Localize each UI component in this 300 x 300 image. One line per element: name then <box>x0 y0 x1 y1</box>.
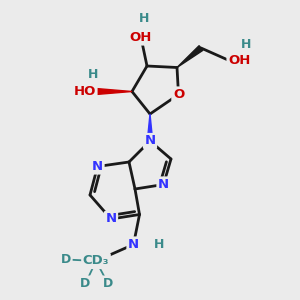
Text: OH: OH <box>130 31 152 44</box>
Polygon shape <box>147 114 153 141</box>
Text: H: H <box>241 38 251 52</box>
Polygon shape <box>177 46 203 68</box>
Text: OH: OH <box>228 53 250 67</box>
Text: N: N <box>144 134 156 148</box>
Text: CD₃: CD₃ <box>83 254 109 268</box>
Text: N: N <box>92 160 103 173</box>
Polygon shape <box>96 88 132 94</box>
Text: O: O <box>173 88 184 101</box>
Text: D: D <box>103 277 113 290</box>
Text: H: H <box>88 68 98 81</box>
Text: H: H <box>154 238 164 251</box>
Text: N: N <box>128 238 139 251</box>
Text: D: D <box>61 253 71 266</box>
Text: H: H <box>139 11 149 25</box>
Text: N: N <box>105 212 117 226</box>
Text: N: N <box>158 178 169 191</box>
Text: D: D <box>80 277 91 290</box>
Text: HO: HO <box>74 85 96 98</box>
